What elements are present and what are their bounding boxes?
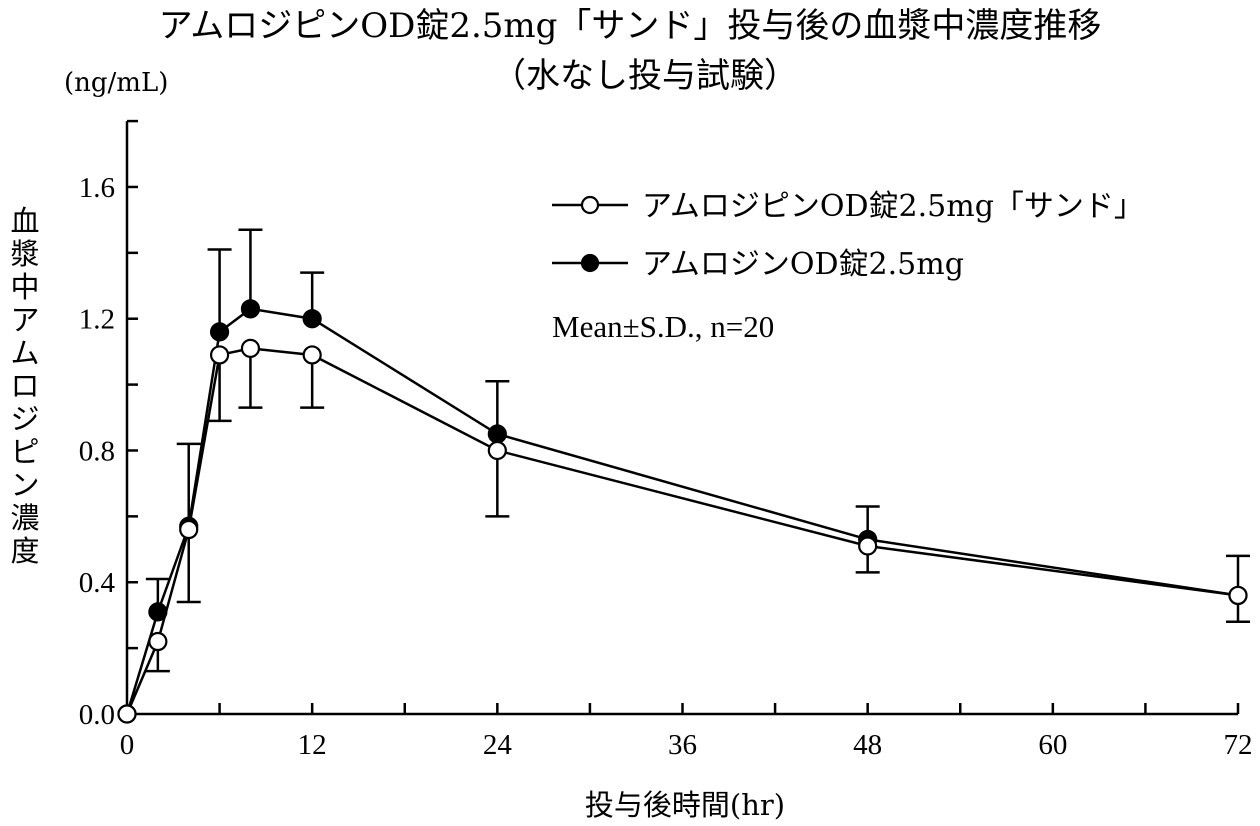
y-tick-label: 0.8 [79,435,115,467]
y-axis-label: 血漿中アムロジピン濃度 [10,204,40,568]
legend-label: アムロジンOD錠2.5mg [642,247,964,282]
data-point [487,424,507,444]
x-tick-label: 48 [853,729,882,761]
y-tick-label: 1.6 [79,172,115,204]
data-point [179,519,199,540]
chart-subtitle: （水なし投与試験） [492,56,798,96]
legend-marker [580,195,600,215]
x-tick-label: 72 [1224,729,1253,761]
legend: アムロジピンOD錠2.5mg「サンド」アムロジンOD錠2.5mg Mean±S.D… [552,189,1144,344]
data-point [487,440,507,461]
x-axis-label: 投与後時間(hr) [584,788,786,822]
data-point [240,338,261,358]
data-point [302,309,322,329]
chart-title: アムロジピンOD錠2.5mg「サンド」投与後の血漿中濃度推移 [158,6,1102,46]
data-point [858,536,878,556]
stats-annotation: Mean±S.D., n=20 [552,309,774,344]
x-tick-label: 24 [483,729,513,761]
data-point [209,322,230,342]
x-tick-label: 36 [668,729,697,761]
y-tick-label: 1.2 [79,304,115,336]
legend-marker [580,253,600,273]
series-line [125,307,1239,715]
y-tick-label: 0.0 [79,699,115,731]
data-point [302,345,322,365]
data-point [209,345,230,365]
x-tick-label: 12 [298,729,327,761]
y-unit-label: (ng/mL) [64,68,169,98]
data-point [117,704,137,724]
legend-label: アムロジピンOD錠2.5mg「サンド」 [642,189,1144,224]
data-point [240,299,261,319]
data-point [148,631,168,652]
series-sand [117,338,1250,724]
x-tick-label: 60 [1038,729,1067,761]
series-line [125,347,1239,715]
x-tick-label: 0 [120,729,135,761]
data-point [1228,585,1248,606]
y-tick-label: 0.4 [79,567,116,599]
series-amlodin [117,228,1250,724]
